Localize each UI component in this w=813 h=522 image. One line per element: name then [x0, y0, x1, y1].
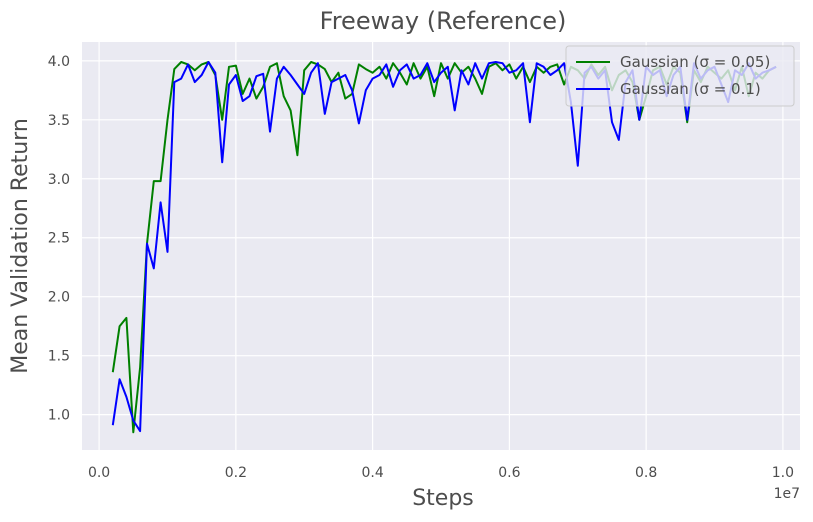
x-axis-label: Steps — [412, 486, 474, 511]
x-tick-label: 1.0 — [772, 465, 794, 481]
legend-label-series-1: Gaussian (σ = 0.05) — [620, 53, 770, 71]
y-tick-label: 4.0 — [48, 54, 70, 70]
y-tick-label: 1.0 — [48, 408, 70, 424]
x-axis-offset-label: 1e7 — [774, 486, 800, 502]
plot-background — [82, 42, 800, 450]
y-tick-label: 3.0 — [48, 172, 70, 188]
y-tick-label: 2.0 — [48, 290, 70, 306]
chart-title: Freeway (Reference) — [320, 7, 567, 35]
y-tick-label: 2.5 — [48, 231, 70, 247]
legend-label-series-2: Gaussian (σ = 0.1) — [620, 80, 761, 98]
legend: Gaussian (σ = 0.05) Gaussian (σ = 0.1) — [565, 45, 795, 107]
x-tick-label: 0.2 — [225, 465, 247, 481]
x-tick-label: 0.0 — [88, 465, 110, 481]
y-tick-labels: 1.0 1.5 2.0 2.5 3.0 3.5 4.0 — [48, 54, 70, 424]
x-tick-labels: 0.0 0.2 0.4 0.6 0.8 1.0 — [88, 465, 794, 481]
x-tick-label: 0.4 — [361, 465, 383, 481]
grid-lines — [82, 42, 800, 450]
y-axis-label: Mean Validation Return — [8, 118, 33, 374]
legend-box — [565, 45, 795, 107]
x-tick-label: 0.8 — [635, 465, 657, 481]
y-tick-label: 1.5 — [48, 349, 70, 365]
x-tick-label: 0.6 — [498, 465, 520, 481]
y-tick-label: 3.5 — [48, 113, 70, 129]
